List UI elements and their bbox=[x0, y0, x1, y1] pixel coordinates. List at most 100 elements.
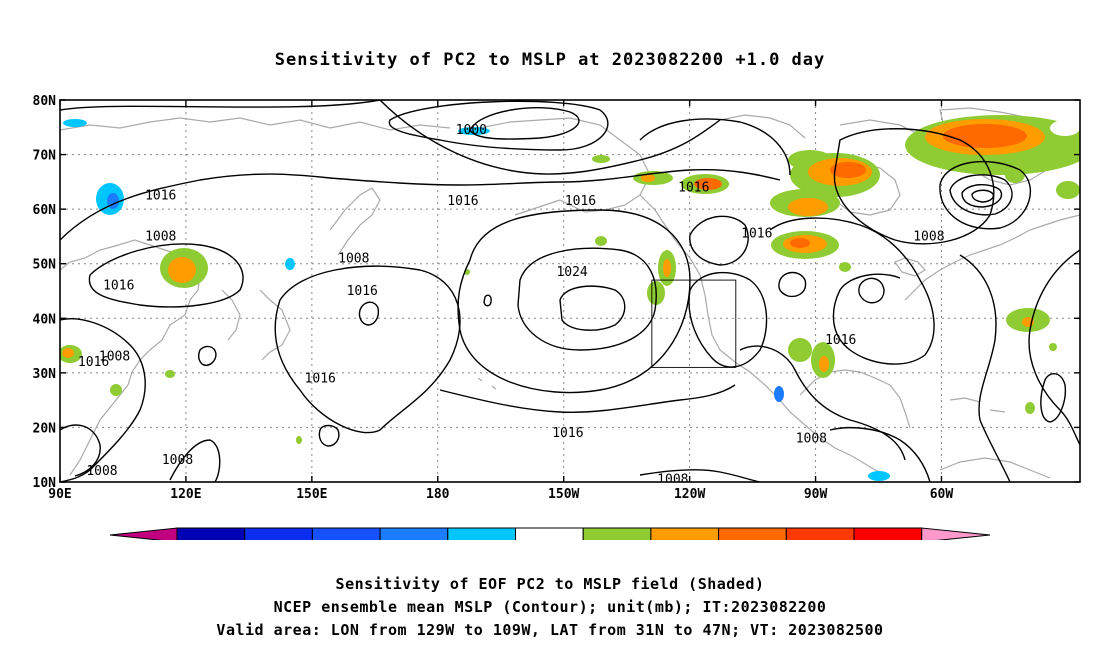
shade-blob bbox=[788, 338, 812, 362]
shade-blob bbox=[165, 370, 175, 378]
shade-blob bbox=[595, 236, 607, 246]
colorbar-swatch bbox=[650, 527, 720, 540]
shade-blob bbox=[110, 384, 122, 396]
contour-isolated-6 bbox=[778, 271, 807, 298]
contour-label: 1016 bbox=[447, 194, 478, 209]
map-title: Sensitivity of PC2 to MSLP at 2023082200… bbox=[274, 50, 826, 70]
contour-low-mexico bbox=[739, 345, 906, 461]
contour-labels: 1000 1016 1016 1016 1016 1008 1016 1008 1008 1024… bbox=[78, 123, 945, 482]
contour-label: 1008 bbox=[913, 229, 944, 244]
coastline-caribbean bbox=[949, 397, 1006, 413]
contour-1016-eastpac-low bbox=[688, 271, 768, 368]
coastline-alaska bbox=[479, 117, 651, 216]
contour-1008-western bbox=[88, 243, 244, 308]
contour-isolated-2 bbox=[358, 301, 380, 326]
shade-blob bbox=[790, 238, 810, 248]
coastline-kamchatka bbox=[329, 187, 381, 256]
contour-1016-arctic bbox=[60, 100, 721, 175]
contour-label: 1024 bbox=[556, 265, 587, 280]
lat-label: 20N bbox=[33, 421, 57, 436]
caption-shading: Sensitivity of EOF PC2 to MSLP field (Sh… bbox=[335, 575, 765, 593]
contour-label: 1016 bbox=[347, 284, 378, 299]
colorbar-swatch bbox=[379, 527, 449, 540]
contour-label: 1016 bbox=[741, 227, 772, 242]
shade-blob bbox=[1005, 167, 1025, 183]
coastline-korea-japan bbox=[221, 289, 291, 361]
lat-label: 40N bbox=[33, 312, 57, 327]
contour-label: 1016 bbox=[678, 180, 709, 195]
coastline-na-east bbox=[904, 214, 1080, 301]
shade-blob bbox=[819, 356, 829, 372]
contour-label: 1008 bbox=[99, 349, 130, 364]
contour-1016-asia bbox=[60, 318, 146, 482]
contour-1008-south-equ bbox=[639, 469, 761, 482]
caption-valid-area: Valid area: LON from 129W to 109W, LAT f… bbox=[216, 621, 884, 639]
contour-low-nw-canada bbox=[689, 215, 749, 266]
contour-label: 1000 bbox=[456, 123, 487, 138]
shade-blob bbox=[868, 471, 890, 481]
colorbar-swatch bbox=[718, 527, 787, 540]
contour-1008-central-am bbox=[829, 427, 931, 482]
contour-1000-aleutian bbox=[469, 107, 580, 140]
lon-label: 180 bbox=[426, 487, 450, 502]
lat-label: 80N bbox=[33, 94, 57, 109]
contour-label: 1016 bbox=[825, 333, 856, 348]
coastlines bbox=[60, 107, 1080, 479]
colorbar-swatch bbox=[515, 527, 584, 540]
contour-low-labrador-4 bbox=[939, 160, 1031, 230]
caption-contour: NCEP ensemble mean MSLP (Contour); unit(… bbox=[273, 598, 827, 616]
coastline-great-lakes bbox=[894, 257, 926, 277]
shade-blob bbox=[663, 259, 671, 277]
contour-label: 1008 bbox=[162, 453, 193, 468]
contour-label: 1016 bbox=[305, 371, 336, 386]
lon-label: 150E bbox=[296, 487, 327, 502]
colorbar-low-extend bbox=[109, 527, 178, 540]
contour-isolated-4 bbox=[1040, 373, 1067, 423]
colorbar-high-extend bbox=[921, 527, 991, 540]
contour-1016-na bbox=[639, 118, 791, 176]
coastline-arctic-islands bbox=[719, 114, 921, 139]
shade-blob bbox=[1056, 181, 1080, 199]
coastline-siberia-north bbox=[60, 117, 451, 131]
shade-blob bbox=[830, 162, 866, 178]
colorbar-swatch bbox=[311, 527, 381, 540]
contour-1016-pacific-south bbox=[439, 384, 736, 413]
contour-isolated-5 bbox=[483, 294, 492, 307]
plot-frame bbox=[59, 99, 1081, 483]
mslp-contours bbox=[60, 100, 1080, 482]
shade-blob bbox=[694, 178, 722, 190]
contour-1024-inner bbox=[559, 285, 626, 331]
coastline-hawaii bbox=[477, 377, 497, 390]
contour-label: 1008 bbox=[338, 251, 369, 266]
sensitivity-map: 1000 1016 1016 1016 1016 1008 1016 1008 1008 1024… bbox=[33, 94, 1081, 540]
lon-label: 90E bbox=[48, 487, 71, 502]
lon-label: 60W bbox=[930, 487, 954, 502]
contour-1016-atlantic bbox=[1028, 249, 1080, 446]
shade-blob bbox=[62, 348, 74, 358]
colorbar: -0.9-0.8-0.7-0.6-0.5-0.420.420.50.60.70.… bbox=[109, 527, 991, 540]
contour-low-labrador-2 bbox=[961, 184, 1002, 208]
contour-1008-scs bbox=[169, 439, 221, 482]
shade-blob bbox=[458, 127, 490, 135]
contour-1016-npac bbox=[60, 168, 781, 241]
lat-label: 10N bbox=[33, 476, 57, 491]
lat-label: 30N bbox=[33, 367, 57, 382]
lon-label: 120E bbox=[170, 487, 201, 502]
coastline-mexico-gulf bbox=[799, 369, 911, 429]
lon-label: 120W bbox=[674, 487, 705, 502]
contour-isolated-7 bbox=[858, 277, 885, 304]
contour-label: 1016 bbox=[552, 426, 583, 441]
coastline-asia-east bbox=[60, 239, 201, 476]
contour-label: 1008 bbox=[86, 464, 117, 479]
colorbar-swatch bbox=[176, 527, 246, 540]
valid-area-box bbox=[651, 279, 737, 368]
contour-low-labrador bbox=[949, 174, 1013, 216]
shade-blob bbox=[774, 386, 784, 402]
contour-1024-high bbox=[517, 247, 657, 351]
lat-label: 70N bbox=[33, 149, 57, 164]
colorbar-swatch bbox=[582, 527, 652, 540]
contour-1016-atlantic-2 bbox=[959, 254, 1011, 482]
shade-blob bbox=[788, 198, 828, 216]
contour-label: 1008 bbox=[796, 431, 827, 446]
